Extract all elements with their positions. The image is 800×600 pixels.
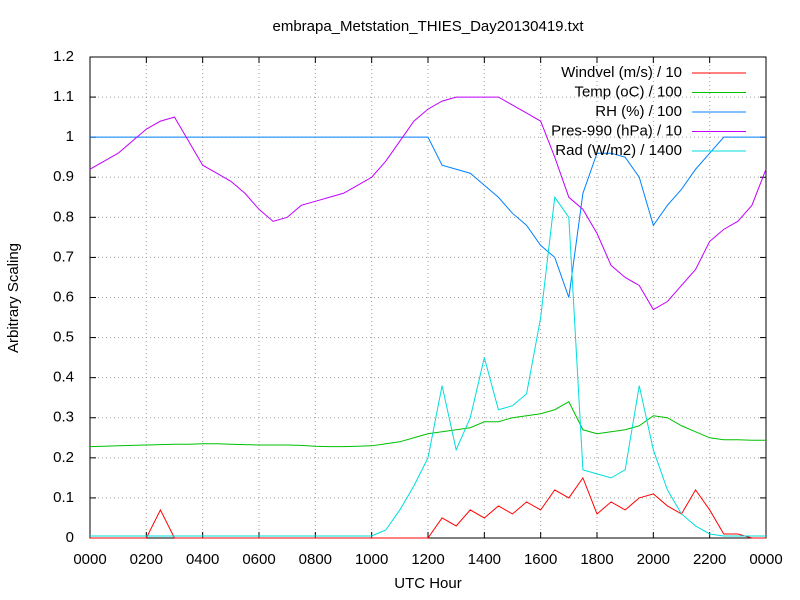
y-tick-label: 0.8 [53, 208, 74, 225]
y-axis-label: Arbitrary Scaling [5, 243, 22, 353]
y-tick-label: 0 [66, 529, 74, 546]
series-line [89, 401, 766, 448]
x-tick-label: 0000 [73, 551, 106, 568]
legend-label: Rad (W/m2) / 1400 [555, 142, 682, 159]
x-tick-label: 2000 [637, 551, 670, 568]
chart-title: embrapa_Metstation_THIES_Day20130419.txt [272, 18, 584, 35]
x-tick-label: 0800 [299, 551, 332, 568]
x-tick-label: 1400 [468, 551, 501, 568]
series-line [90, 476, 766, 539]
legend-label: RH (%) / 100 [595, 103, 682, 120]
series-line [90, 195, 766, 537]
x-tick-label: 0000 [749, 551, 782, 568]
x-tick-label: 1200 [411, 551, 444, 568]
legend-label: Windvel (m/s) / 10 [561, 64, 682, 81]
y-tick-label: 1.1 [53, 88, 74, 105]
legend-label: Pres-990 (hPa) / 10 [551, 122, 682, 139]
legend-label: Temp (oC) / 100 [574, 83, 682, 100]
y-tick-label: 0.1 [53, 489, 74, 506]
series-line [90, 136, 766, 298]
y-tick-label: 1.2 [53, 48, 74, 65]
x-tick-label: 0200 [130, 551, 163, 568]
series-line [89, 96, 767, 311]
x-tick-label: 0400 [186, 551, 219, 568]
x-tick-label: 1000 [355, 551, 388, 568]
y-tick-label: 0.3 [53, 409, 74, 426]
y-tick-label: 0.5 [53, 329, 74, 346]
y-tick-label: 0.9 [53, 168, 74, 185]
x-tick-label: 2200 [693, 551, 726, 568]
x-tick-label: 0600 [242, 551, 275, 568]
y-tick-label: 0.6 [53, 288, 74, 305]
x-tick-label: 1800 [580, 551, 613, 568]
y-tick-label: 0.7 [53, 248, 74, 265]
x-axis-label: UTC Hour [394, 575, 462, 592]
y-tick-label: 1 [66, 128, 74, 145]
x-tick-label: 1600 [524, 551, 557, 568]
y-tick-label: 0.2 [53, 449, 74, 466]
y-tick-label: 0.4 [53, 369, 74, 386]
